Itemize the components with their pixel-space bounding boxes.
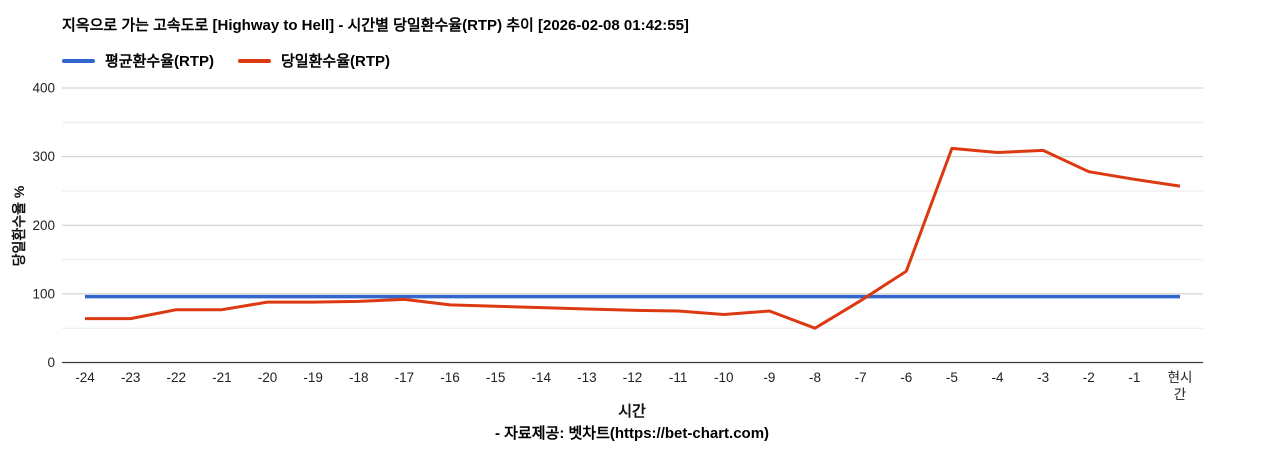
- x-tick-label: -3: [1037, 370, 1049, 385]
- major-gridlines: [62, 87, 1203, 295]
- x-tick-label: 현시 간: [1168, 370, 1193, 402]
- chart-title: 지옥으로 가는 고속도로 [Highway to Hell] - 시간별 당일환…: [62, 17, 689, 34]
- minor-gridlines: [62, 121, 1203, 329]
- x-tick-label: -5: [946, 370, 958, 385]
- x-tick-label: -18: [349, 370, 369, 385]
- x-tick-label: -6: [900, 370, 912, 385]
- x-tick-label: -24: [75, 370, 95, 385]
- x-tick-label: -11: [669, 370, 688, 385]
- x-tick-label: -8: [809, 370, 821, 385]
- legend-item-avg-rtp: 평균환수율(RTP): [62, 50, 214, 71]
- x-tick-label: -15: [486, 370, 506, 385]
- x-tick-label: -1: [1128, 370, 1140, 385]
- x-tick-label: -10: [714, 370, 734, 385]
- legend-label-avg-rtp: 평균환수율(RTP): [105, 53, 214, 70]
- x-tick-labels: -24 -23 -22 -21 -20 -19 -18 -17 -16 -15 -14 -13 -12 -…: [75, 370, 1192, 402]
- footer-credit: - 자료제공: 벳차트(https://bet-chart.com): [494, 425, 770, 442]
- y-tick-label: 100: [32, 286, 55, 301]
- x-tick-label: -23: [121, 370, 141, 385]
- daily-rtp-line-swatch: [238, 58, 271, 63]
- x-tick-label: -4: [991, 370, 1003, 385]
- daily-rtp-line: [85, 146, 1181, 330]
- y-tick-label: 300: [32, 149, 55, 164]
- x-tick-label: -22: [166, 370, 186, 385]
- x-tick-label: -7: [855, 370, 867, 385]
- y-axis-title: 당일환수율 %: [11, 185, 27, 267]
- x-tick-label: -14: [531, 370, 551, 385]
- avg-rtp-line-swatch: [62, 58, 95, 63]
- x-tick-label: -9: [763, 370, 775, 385]
- x-tick-label: -19: [303, 370, 323, 385]
- x-axis-title: 시간: [618, 403, 646, 420]
- x-tick-label: -20: [258, 370, 278, 385]
- legend: 평균환수율(RTP) 당일환수율(RTP): [62, 50, 390, 71]
- x-tick-label: -17: [395, 370, 415, 385]
- y-tick-label: 0: [47, 355, 55, 370]
- y-tick-label: 200: [32, 218, 55, 233]
- y-tick-label: 400: [32, 81, 55, 96]
- x-tick-label: -12: [623, 370, 643, 385]
- x-tick-label: -2: [1083, 370, 1095, 385]
- y-tick-labels: 0 100 200 300 400: [32, 81, 55, 371]
- x-tick-label: -21: [212, 370, 232, 385]
- x-tick-label: -13: [577, 370, 597, 385]
- x-tick-label: -16: [440, 370, 460, 385]
- legend-item-daily-rtp: 당일환수율(RTP): [238, 50, 390, 71]
- legend-label-daily-rtp: 당일환수율(RTP): [281, 53, 390, 70]
